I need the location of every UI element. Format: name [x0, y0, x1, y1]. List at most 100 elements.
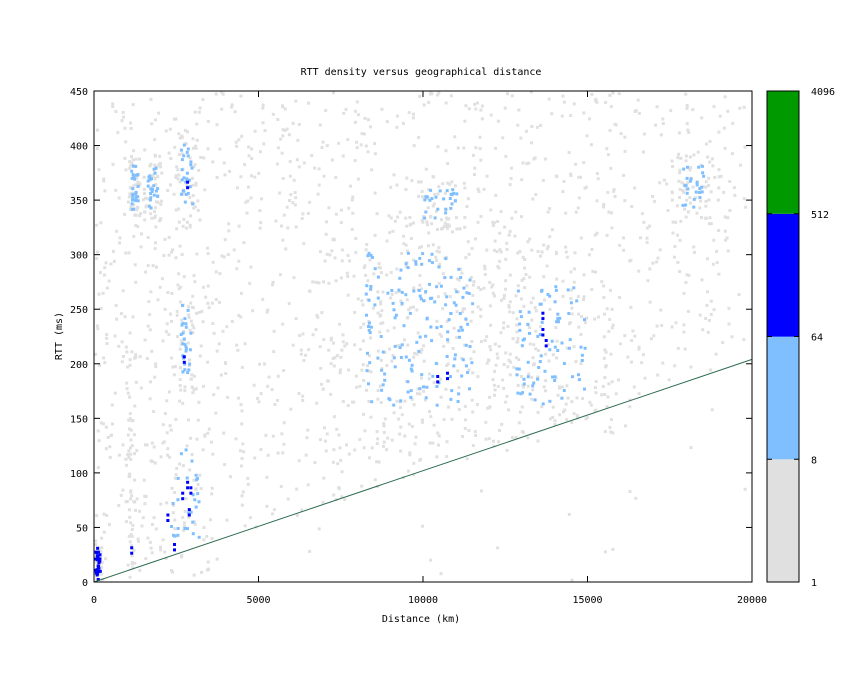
density-cell [104, 425, 108, 429]
density-cell [450, 417, 454, 421]
density-cell [358, 347, 362, 351]
density-cell [428, 441, 432, 445]
density-cell [347, 206, 351, 210]
density-cell [323, 259, 327, 263]
density-cell [353, 448, 357, 452]
density-cell [637, 269, 641, 273]
density-cell [173, 365, 177, 369]
density-cell [385, 120, 389, 124]
density-cell [539, 123, 543, 127]
density-cell [618, 243, 622, 247]
density-cell [278, 273, 282, 277]
density-cell [326, 379, 330, 383]
density-cell [153, 247, 157, 251]
density-cell [683, 207, 687, 211]
density-cell [340, 248, 344, 252]
density-cell [488, 304, 492, 308]
density-cell [610, 226, 614, 230]
density-cell [369, 125, 372, 129]
density-cell [142, 198, 145, 202]
density-cell [144, 196, 148, 200]
density-cell [392, 403, 396, 407]
y-tick-label: 50 [76, 523, 88, 534]
density-cell [555, 277, 559, 281]
density-cell [443, 276, 447, 280]
density-cell [392, 411, 396, 415]
density-cell [423, 198, 427, 202]
density-cell [147, 300, 151, 304]
density-cell [536, 377, 539, 381]
density-cell [527, 161, 531, 165]
density-cell [324, 439, 327, 443]
density-cell [700, 164, 704, 168]
density-cell [706, 290, 709, 294]
density-cell [704, 216, 708, 220]
density-cell [496, 119, 500, 123]
density-cell [128, 446, 132, 450]
density-cell [205, 534, 209, 538]
density-cell [299, 352, 303, 356]
density-cell [529, 90, 533, 94]
density-cell-high [130, 551, 134, 555]
density-cell [602, 284, 606, 288]
density-cell [689, 165, 693, 169]
density-cell [709, 368, 712, 372]
density-cell [671, 231, 675, 235]
density-cell [343, 344, 347, 348]
density-cell [321, 500, 325, 504]
density-cell [456, 369, 460, 373]
density-cell [577, 378, 581, 382]
density-cell [363, 264, 367, 268]
density-cell [139, 212, 143, 216]
density-cell [569, 114, 573, 117]
density-cell [572, 102, 576, 106]
density-cell [538, 360, 542, 363]
density-cell [708, 139, 712, 143]
density-cell [104, 557, 108, 561]
density-cell [333, 356, 337, 360]
density-cell [181, 304, 184, 307]
density-cell [560, 396, 564, 400]
density-cell [396, 215, 400, 219]
density-cell [432, 175, 436, 179]
density-cell [518, 250, 522, 254]
density-cell [155, 265, 158, 269]
density-cell [240, 422, 244, 426]
density-cell [300, 508, 304, 512]
density-cell [610, 307, 614, 311]
density-cell [438, 262, 442, 266]
density-cell [528, 392, 532, 396]
density-cell [602, 295, 606, 299]
density-cell [181, 516, 185, 519]
density-cell [188, 185, 192, 189]
density-cell [341, 340, 345, 344]
density-cell [376, 485, 380, 489]
density-cell [133, 478, 137, 482]
density-cell [378, 330, 382, 334]
density-cell [368, 331, 372, 335]
density-cell [183, 368, 187, 372]
density-cell [514, 210, 518, 214]
density-cell [449, 94, 453, 98]
density-cell [209, 518, 212, 522]
density-cell [531, 356, 535, 360]
density-cell [316, 315, 320, 319]
density-cell [373, 233, 377, 237]
density-cell [534, 309, 538, 313]
density-cell [474, 107, 478, 111]
density-cell [281, 238, 285, 242]
density-cell [561, 279, 565, 283]
density-cell [430, 197, 434, 201]
density-cell [367, 328, 371, 332]
density-cell [467, 107, 471, 111]
density-cell [133, 452, 136, 456]
density-cell [281, 104, 284, 108]
density-cell [523, 286, 527, 290]
density-cell [132, 175, 136, 178]
density-cell [560, 114, 564, 118]
density-cell [206, 360, 209, 364]
density-cell [284, 247, 288, 251]
density-cell [547, 97, 551, 101]
density-cell [340, 470, 344, 474]
density-cell [454, 303, 458, 307]
